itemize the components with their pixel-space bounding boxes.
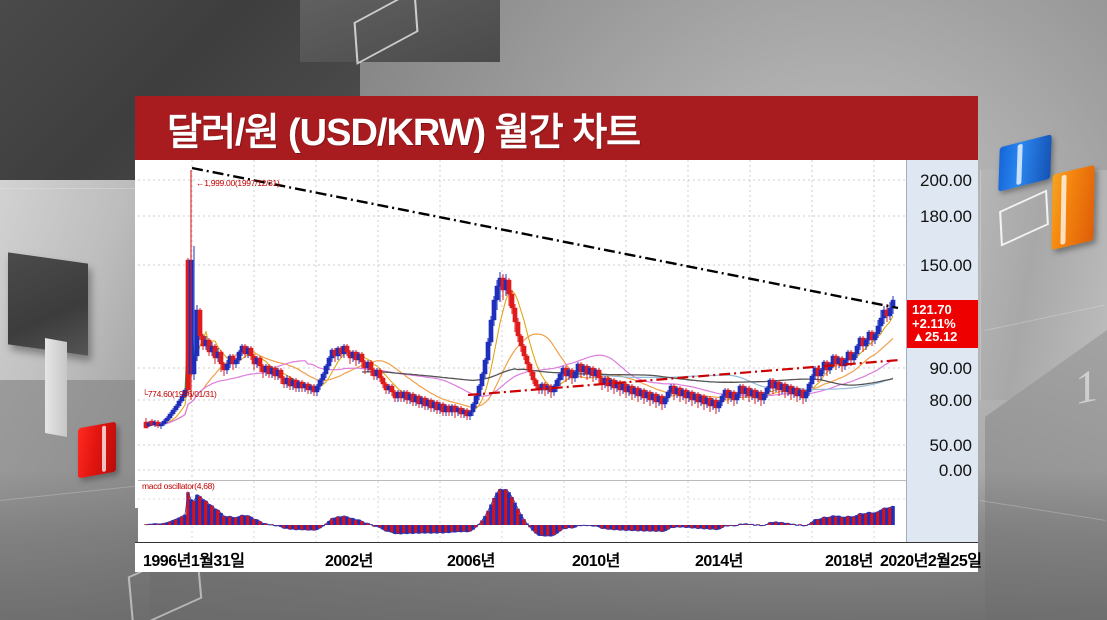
time-axis-tick: 2010년: [572, 553, 620, 570]
current-price-flag: 121.70 +2.11% ▲25.12: [907, 300, 978, 348]
decor-chip-red: [78, 421, 116, 479]
price-axis-tick: 200.00: [920, 171, 972, 190]
chart-container: <서울외환-USDSP-중간값>2020/02/25 종:1,216.95(▲2…: [135, 160, 982, 572]
price-axis-tick: 150.00: [920, 256, 972, 275]
current-price-value: 121.70: [912, 302, 952, 317]
current-price-change: ▲25.12: [912, 329, 958, 344]
macd-signal-line: [145, 488, 894, 537]
price-axis: 121.70 +2.11% ▲25.12 200.00 180.00 150.00 9…: [906, 160, 978, 480]
title-banner: 달러/원 (USD/KRW) 월간 차트: [135, 96, 978, 160]
time-axis-tick: 2002년: [325, 553, 373, 570]
chip-orange-highlight: [1060, 174, 1067, 245]
price-axis-tick: 50.00: [929, 436, 972, 455]
macd-plot-area[interactable]: macd oscillator(4,68): [138, 480, 906, 543]
trendline-upper-resistance: [191, 166, 899, 310]
chip-red-highlight: [102, 425, 106, 473]
decor-numeral-glyph: 1: [1075, 358, 1098, 415]
price-axis-tick: 80.00: [929, 391, 972, 410]
backdrop-seam-3: [980, 170, 981, 400]
backdrop-monitor-stand: [45, 338, 67, 437]
price-gridlines: [138, 160, 906, 480]
time-axis-tick: 2014년: [695, 553, 743, 570]
time-axis-tick: 2018년: [825, 553, 873, 570]
time-axis-tick: 2020년2월25일: [880, 553, 982, 570]
price-plot-area[interactable]: ←1,999.00(1997/12/31) └774.60(1996/01/31…: [138, 160, 906, 480]
current-price-percent: +2.11%: [912, 315, 956, 331]
annotation-record-low: └774.60(1996/01/31): [142, 389, 217, 399]
price-axis-tick: 90.00: [929, 359, 972, 378]
time-axis-tick: 2006년: [447, 553, 495, 570]
macd-histogram: [144, 489, 895, 537]
macd-chart-svg: [138, 481, 906, 543]
chip-blue-highlight: [1016, 143, 1023, 186]
sma-250-line: [568, 372, 894, 391]
backdrop-dark-wall-secondary: [300, 0, 500, 62]
time-axis: 1996년1월31일 2002년 2006년 2010년 2014년 2018년 2020년…: [135, 542, 982, 572]
page-title: 달러/원 (USD/KRW) 월간 차트: [167, 111, 641, 154]
decor-chip-orange: [1051, 164, 1095, 251]
price-axis-tick: 0.00: [938, 461, 972, 480]
annotation-record-high: ←1,999.00(1997/12/31): [196, 178, 280, 188]
price-chart-svg: [138, 160, 906, 480]
price-axis-tick: 180.00: [920, 207, 972, 226]
macd-indicator-label: macd oscillator(4,68): [142, 481, 215, 491]
time-axis-tick: 1996년1월31일: [143, 553, 245, 570]
long-ma-line: [361, 368, 894, 386]
trendline-lower-support: [467, 358, 901, 397]
candlestick-series: [143, 220, 896, 429]
macd-gridlines: [138, 481, 906, 543]
macd-axis: [906, 480, 978, 542]
